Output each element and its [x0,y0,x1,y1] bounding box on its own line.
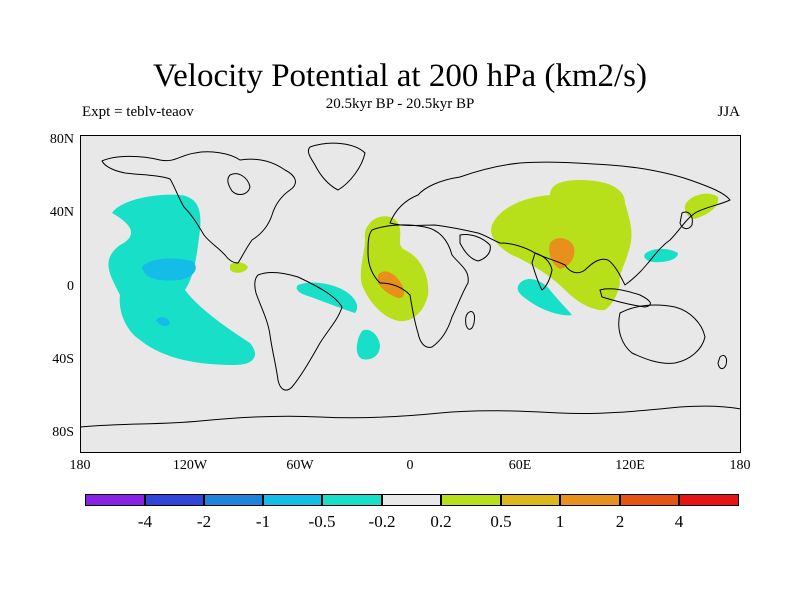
indian-ocean-negative [517,279,572,316]
australia-coast [618,304,706,364]
lon-tick-0: 0 [406,458,414,473]
season-label: JJA [717,104,740,120]
colorbar-box-2 [204,494,263,506]
colorbar-label-6: 0.5 [490,512,512,531]
south-pacific-spot [156,317,170,327]
lat-tick-40s: 40S [52,352,74,367]
colorbar-box-4 [322,494,382,506]
lon-tick-180w: 180 [69,458,91,473]
central-america-positive [230,262,248,273]
lat-tick-40n: 40N [49,205,74,220]
colorbar-label-3: -0.5 [308,512,336,531]
indonesia [599,288,651,308]
africa-coast [367,224,469,348]
greenland [307,142,366,191]
lat-tick-0: 0 [67,279,74,294]
west-pacific-negative [644,248,678,263]
lat-tick-80s: 80S [52,425,74,440]
colorbar-box-7 [501,494,560,506]
lat-tick-80n: 80N [49,132,74,147]
colorbar-box-3 [263,494,322,506]
new-zealand [717,354,727,370]
colorbar-label-9: 4 [674,512,684,531]
lon-tick-180e: 180 [729,458,751,473]
map-subtitle: 20.5kyr BP - 20.5kyr BP [325,96,475,112]
colorbar-box-9 [620,494,679,506]
tropical-atlantic-negative [296,282,358,313]
colorbar-label-0: -4 [137,512,153,531]
madagascar [465,310,475,330]
map-title: Velocity Potential at 200 hPa (km2/s) [152,58,648,94]
south-atlantic-negative [356,329,380,360]
lon-tick-120w: 120W [172,458,208,473]
lon-tick-120e: 120E [615,458,645,473]
europe-asia-coast [389,161,731,286]
antarctica-coast [80,405,741,428]
positive-anomaly-regions [230,180,719,322]
south-america-coast [254,271,343,391]
africa-atlantic-positive [360,216,429,322]
lon-tick-60w: 60W [286,458,314,473]
negative-anomaly-regions [108,194,678,365]
map-frame [80,135,741,453]
world-map [80,135,741,453]
colorbar-label-1: -2 [196,512,212,531]
colorbar-label-7: 1 [555,512,565,531]
colorbar-box-10 [679,494,739,506]
indian-peninsula [531,252,553,291]
colorbar-label-4: -0.2 [368,512,396,531]
colorbar-box-8 [560,494,620,506]
hudson-bay [227,173,251,195]
northwest-pacific-positive [684,193,719,219]
japan [679,211,693,230]
arabian-peninsula [459,234,491,262]
experiment-label: Expt = teblv-teaov [82,104,194,120]
pacific-negative-region [108,194,255,365]
north-america-coast [101,151,296,264]
colorbar-box-6 [441,494,501,506]
colorbar-label-5: 0.2 [430,512,452,531]
colorbar-box-0 [85,494,145,506]
colorbar-box-1 [145,494,204,506]
coastlines [80,142,741,428]
colorbar-label-8: 2 [615,512,625,531]
lon-tick-60e: 60E [508,458,532,473]
pacific-core-region [142,258,196,281]
colorbar-box-5 [382,494,441,506]
colorbar-label-2: -1 [255,512,271,531]
